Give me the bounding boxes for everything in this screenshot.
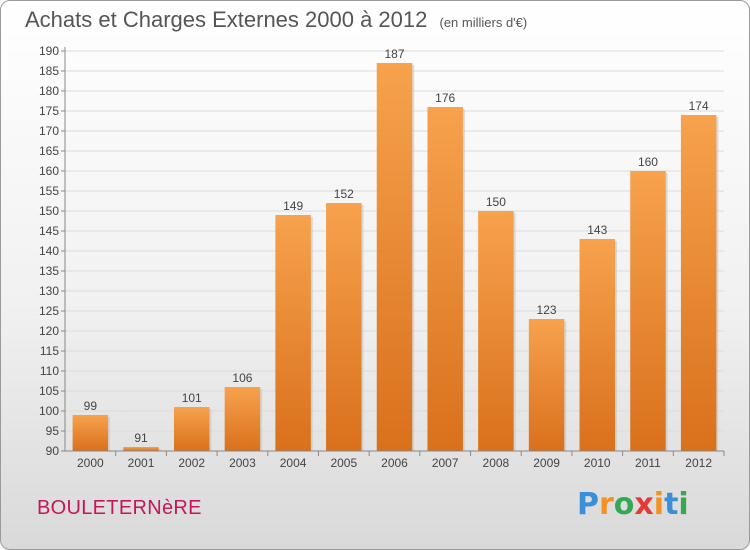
logo-letter: o — [613, 487, 635, 522]
y-tick-label: 130 — [39, 284, 59, 298]
bar-2009 — [528, 319, 565, 451]
x-tick-label: 2012 — [685, 456, 712, 470]
logo-letter: r — [599, 487, 614, 522]
bar-2006 — [376, 63, 413, 451]
label-layer: 99 91 101 106 149 152 187 176 150 123 143 160 174 — [84, 47, 709, 445]
x-tick-label: 2010 — [584, 456, 611, 470]
value-label: 152 — [334, 187, 354, 201]
value-label: 99 — [84, 399, 98, 413]
chart-unit: (en milliers d'€) — [439, 15, 528, 30]
value-label: 143 — [587, 223, 607, 237]
value-label: 91 — [134, 431, 148, 445]
chart-title: Achats et Charges Externes 2000 à 2012 (… — [25, 7, 527, 33]
value-label: 106 — [232, 371, 252, 385]
bar-layer — [72, 63, 719, 451]
y-tick-label: 160 — [39, 164, 59, 178]
y-tick-label: 170 — [39, 124, 59, 138]
y-tick-label: 135 — [39, 264, 59, 278]
x-tick-label: 2004 — [280, 456, 307, 470]
y-tick-label: 185 — [39, 64, 59, 78]
proxiti-logo: Proxiti — [577, 487, 689, 522]
x-tick-label: 2011 — [635, 456, 661, 470]
bar-2010 — [579, 239, 616, 451]
value-label: 123 — [537, 303, 557, 317]
x-tick-label: 2009 — [533, 456, 560, 470]
value-label: 176 — [435, 91, 455, 105]
bar-2008 — [478, 211, 514, 451]
commune-name: BOULETERNèRE — [37, 497, 202, 519]
bar-2001 — [123, 447, 159, 451]
y-tick-label: 115 — [40, 344, 59, 358]
bar-2003 — [224, 387, 261, 451]
bar-2005 — [326, 203, 362, 451]
value-label: 187 — [384, 47, 404, 61]
logo-letter: i — [653, 487, 665, 522]
axis-layer: 90 95 100 105 110 115 120 125 130 135 140 145 150 155… — [39, 44, 725, 470]
bar-2002 — [173, 407, 210, 451]
y-tick-label: 95 — [46, 424, 60, 438]
y-tick-label: 145 — [39, 224, 59, 238]
logo-letter: i — [678, 487, 689, 522]
bar-2004 — [275, 215, 311, 451]
y-tick-label: 190 — [39, 44, 59, 58]
y-tick-label: 175 — [39, 104, 59, 118]
y-tick-label: 105 — [39, 384, 59, 398]
x-tick-label: 2001 — [128, 456, 155, 470]
bar-2011 — [630, 171, 666, 451]
value-label: 160 — [638, 155, 658, 169]
x-tick-label: 2003 — [229, 456, 256, 470]
x-tick-label: 2006 — [381, 456, 408, 470]
value-label: 149 — [283, 199, 303, 213]
value-label: 101 — [182, 391, 202, 405]
x-tick-label: 2008 — [483, 456, 510, 470]
y-tick-label: 150 — [39, 204, 59, 218]
bar-2000 — [72, 415, 109, 451]
y-tick-label: 155 — [39, 184, 59, 198]
chart-title-text: Achats et Charges Externes 2000 à 2012 — [25, 7, 428, 32]
value-label: 150 — [486, 195, 506, 209]
y-tick-label: 165 — [39, 144, 59, 158]
logo-letter: t — [664, 487, 679, 522]
y-tick-label: 100 — [39, 404, 59, 418]
y-tick-label: 125 — [39, 304, 59, 318]
y-tick-label: 140 — [39, 244, 59, 258]
y-tick-label: 180 — [39, 84, 59, 98]
y-tick-label: 90 — [46, 444, 60, 458]
bar-2007 — [427, 107, 463, 451]
x-tick-label: 2005 — [330, 456, 357, 470]
x-tick-label: 2002 — [178, 456, 205, 470]
bar-2012 — [680, 115, 717, 451]
logo-letter: P — [577, 487, 599, 522]
y-tick-label: 120 — [39, 324, 59, 338]
x-tick-label: 2007 — [432, 456, 459, 470]
y-tick-label: 110 — [40, 364, 59, 378]
x-tick-label: 2000 — [77, 456, 104, 470]
logo-letter: x — [634, 487, 654, 522]
value-label: 174 — [689, 99, 709, 113]
